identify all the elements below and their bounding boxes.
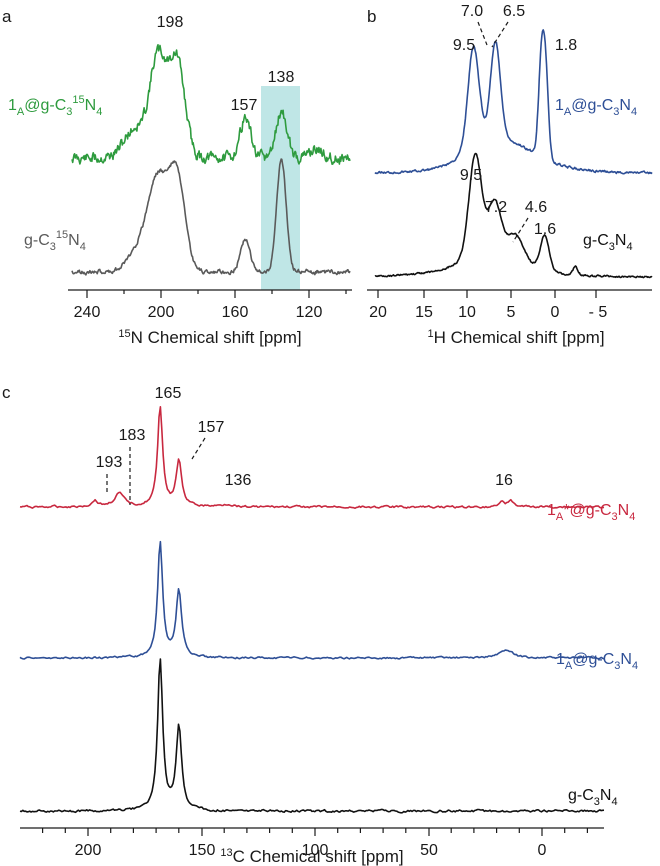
panel-c-peak-label-16: 16	[495, 472, 513, 489]
panel-c-peak-label-136: 136	[225, 472, 252, 489]
panel-a-green-spectrum	[71, 44, 351, 165]
panel-c-tick-label: 0	[538, 842, 547, 859]
panel-b-ticks	[377, 290, 597, 298]
panel-a-gray-label: g-C315N4	[24, 229, 86, 253]
panel-c-peak-label-165: 165	[155, 385, 182, 402]
panel-c-minor-ticks	[41, 828, 589, 833]
panel-a-peak-label-198: 198	[157, 14, 184, 31]
panel-c-tick-label: 200	[75, 842, 102, 859]
panel-b-black-spectrum	[374, 152, 653, 279]
panel-c-tick-label: 100	[302, 842, 329, 859]
panel-c-red-spectrum	[19, 406, 605, 509]
panel-c-blue-label: 1A@g-C3N4	[556, 651, 638, 672]
panel-a-tick-label: 120	[296, 304, 323, 321]
panel-b-x-axis-title: 1H Chemical shift [ppm]	[427, 328, 604, 347]
panel-b-tick-label: 15	[415, 304, 433, 321]
panel-b-black-label: g-C3N4	[583, 232, 633, 253]
panel-a-tick-label: 200	[148, 304, 175, 321]
panel-c-peak-label-157: 157	[198, 419, 225, 436]
panel-b-peak-label-1.6: 1.6	[534, 221, 556, 238]
panel-c-ticks	[87, 828, 543, 836]
panel-c-x-axis-title: 13C Chemical shift [ppm]	[220, 847, 403, 866]
panel-b-peak-label-9.5-top: 9.5	[453, 37, 475, 54]
panel-a-peak-label-138: 138	[268, 69, 295, 86]
panel-c-tick-label: 50	[420, 842, 438, 859]
panel-b-tick-label: 0	[551, 304, 560, 321]
panel-b-letter: b	[367, 7, 376, 26]
panel-b-tick-label: 20	[369, 304, 387, 321]
panel-c-peak-label-183: 183	[119, 427, 146, 444]
panel-b-peak-label-6.5: 6.5	[503, 3, 525, 20]
panel-c-peak-label-193: 193	[96, 454, 123, 471]
panel-b-tick-label: 10	[458, 304, 476, 321]
panel-b-peak-label-4.6: 4.6	[525, 199, 547, 216]
panel-c-letter: c	[2, 383, 11, 402]
panel-b-leader-7.0	[477, 21, 488, 46]
panel-a-letter: a	[2, 7, 12, 26]
panel-b-peak-label-7.2: 7.2	[485, 199, 507, 216]
panel-b-tick-label: - 5	[589, 304, 608, 321]
panel-b-peak-label-7.0: 7.0	[461, 3, 483, 20]
panel-b: b 20 15 10 5 0 - 5 1H Chemical shift [pp…	[367, 3, 653, 347]
panel-b-blue-spectrum	[374, 29, 653, 175]
panel-a: a 240 200 160 120 15N Chemical shift [pp…	[2, 7, 352, 347]
panel-c-black-label: g-C3N4	[568, 787, 618, 808]
panel-a-tick-label: 160	[222, 304, 249, 321]
panel-a-highlight	[261, 86, 300, 290]
panel-c-tick-label: 150	[189, 842, 216, 859]
panel-b-peak-label-9.5-bottom: 9.5	[460, 167, 482, 184]
panel-b-leader-4.6	[512, 217, 529, 243]
panel-b-tick-label: 5	[507, 304, 516, 321]
panel-c-leader-157	[191, 437, 206, 460]
panel-c: c 200 150 100 50 0 13C Chemical shift [p…	[2, 383, 638, 866]
panel-a-tick-label: 240	[74, 304, 101, 321]
panel-a-gray-spectrum	[71, 158, 351, 276]
panel-a-x-axis-title: 15N Chemical shift [ppm]	[118, 328, 301, 347]
panel-a-peak-label-157: 157	[231, 97, 258, 114]
panel-a-green-label: 1A@g-C315N4	[8, 94, 102, 118]
panel-b-peak-label-1.8: 1.8	[555, 37, 577, 54]
panel-c-black-spectrum	[19, 658, 605, 814]
panel-b-blue-label: 1A@g-C3N4	[555, 97, 637, 118]
panel-c-red-label: 1A*@g-C3N4	[547, 502, 635, 523]
panel-b-leader-6.5	[491, 21, 509, 48]
panel-c-blue-spectrum	[19, 540, 605, 660]
panel-a-ticks	[86, 290, 347, 298]
